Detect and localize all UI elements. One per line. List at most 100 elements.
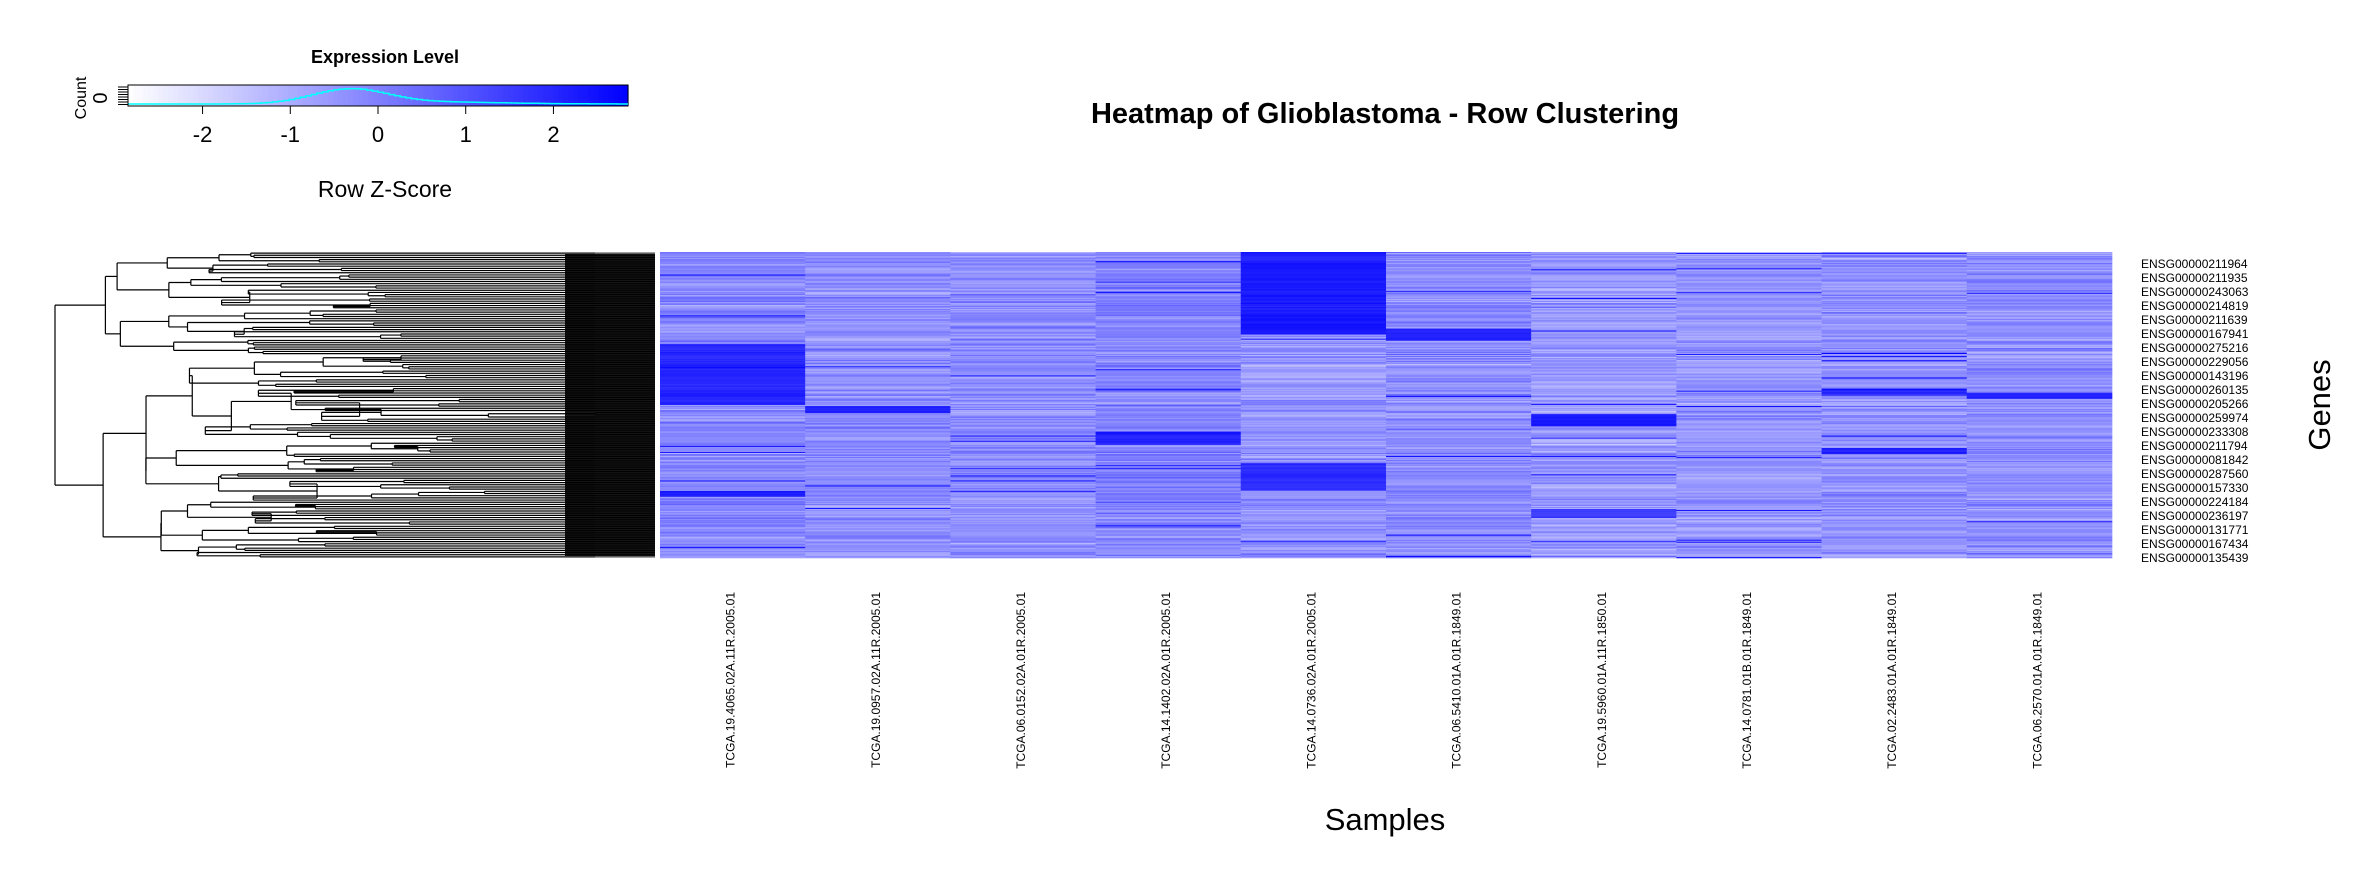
heatmap-cell bbox=[1966, 433, 2113, 435]
heatmap-cell bbox=[950, 363, 1096, 365]
heatmap-cell bbox=[660, 334, 806, 336]
heatmap-cell bbox=[660, 540, 806, 542]
color-key-swatch bbox=[598, 85, 604, 106]
heatmap-cell bbox=[660, 329, 806, 331]
heatmap-cell bbox=[1821, 431, 1968, 433]
heatmap-cell bbox=[805, 471, 951, 473]
heatmap-cell bbox=[1966, 376, 2113, 378]
heatmap-cell bbox=[950, 403, 1096, 406]
heatmap-cell bbox=[660, 419, 806, 421]
heatmap-cell bbox=[805, 447, 951, 450]
heatmap-cell bbox=[1676, 364, 1822, 366]
heatmap-cell bbox=[1240, 410, 1387, 412]
color-key-swatch bbox=[423, 85, 429, 106]
heatmap-cell bbox=[805, 347, 951, 350]
heatmap-cell bbox=[1821, 495, 1968, 498]
heatmap-cell bbox=[805, 369, 951, 371]
heatmap-cell bbox=[1821, 474, 1968, 476]
heatmap-cell bbox=[1821, 339, 1968, 342]
heatmap-cell bbox=[1966, 416, 2113, 418]
heatmap-cell bbox=[1240, 484, 1387, 486]
heatmap-cell bbox=[1676, 350, 1822, 353]
heatmap-cell bbox=[950, 401, 1096, 404]
heatmap-cell bbox=[805, 274, 951, 276]
heatmap-cell bbox=[1966, 466, 2113, 468]
heatmap-cell bbox=[1095, 448, 1242, 451]
heatmap-cell bbox=[1966, 432, 2113, 434]
color-key-swatch bbox=[518, 85, 524, 106]
heatmap-cell bbox=[1095, 376, 1242, 378]
heatmap-cell bbox=[1095, 500, 1242, 503]
heatmap-cell bbox=[1240, 309, 1387, 311]
heatmap-cell bbox=[1966, 489, 2113, 491]
heatmap-cell bbox=[1531, 380, 1677, 382]
heatmap-cell bbox=[950, 420, 1096, 422]
heatmap-cell bbox=[950, 254, 1096, 256]
heatmap-cell bbox=[1095, 304, 1242, 306]
heatmap-cell bbox=[660, 466, 806, 468]
heatmap-cell bbox=[1966, 369, 2113, 371]
heatmap-cell bbox=[1821, 483, 1968, 485]
heatmap-cell bbox=[1676, 418, 1822, 420]
heatmap-cell bbox=[1095, 362, 1242, 364]
heatmap-cell bbox=[1095, 460, 1242, 462]
heatmap-cell bbox=[1676, 417, 1822, 419]
heatmap-cell bbox=[805, 412, 951, 414]
heatmap-cell bbox=[1240, 451, 1387, 454]
heatmap-cell bbox=[805, 523, 951, 525]
heatmap-cell bbox=[1676, 440, 1822, 443]
heatmap-cell bbox=[1095, 523, 1242, 525]
heatmap-cell bbox=[1676, 413, 1822, 415]
heatmap-cell bbox=[1676, 363, 1822, 365]
heatmap-cell bbox=[1095, 267, 1242, 269]
heatmap-cell bbox=[805, 508, 951, 510]
heatmap-cell bbox=[1531, 276, 1677, 278]
heatmap-cell bbox=[805, 551, 951, 554]
heatmap-cell bbox=[660, 430, 806, 432]
heatmap-cell bbox=[950, 346, 1096, 349]
heatmap-cell bbox=[1821, 252, 1968, 254]
heatmap-cell bbox=[1240, 502, 1387, 505]
heatmap-cell bbox=[805, 466, 951, 468]
heatmap-cell bbox=[1676, 408, 1822, 410]
heatmap-cell bbox=[1676, 410, 1822, 412]
heatmap-cell bbox=[1531, 311, 1677, 313]
color-key-swatch bbox=[348, 85, 354, 106]
heatmap-cell bbox=[1095, 360, 1242, 362]
heatmap-cell bbox=[660, 532, 806, 534]
color-key-y-label: Count bbox=[73, 76, 90, 119]
heatmap-cell bbox=[805, 319, 951, 321]
dendrogram-leaves bbox=[565, 254, 655, 556]
heatmap-cell bbox=[1386, 411, 1532, 413]
heatmap-cell bbox=[1676, 357, 1822, 359]
heatmap-cell bbox=[1676, 336, 1822, 338]
heatmap-cell bbox=[950, 283, 1096, 285]
heatmap-cell bbox=[660, 548, 806, 551]
heatmap-cell bbox=[1966, 430, 2113, 432]
heatmap-cell bbox=[1531, 465, 1677, 467]
heatmap-cell bbox=[1821, 283, 1968, 285]
heatmap-cell bbox=[1966, 264, 2113, 266]
heatmap-cell bbox=[950, 272, 1096, 274]
heatmap-cell bbox=[1240, 380, 1387, 382]
heatmap-cell bbox=[1966, 396, 2113, 399]
heatmap-cell bbox=[950, 432, 1096, 434]
heatmap-cell bbox=[805, 408, 951, 410]
heatmap-cell bbox=[660, 300, 806, 303]
heatmap-cell bbox=[1676, 380, 1822, 382]
heatmap-cell bbox=[1386, 340, 1532, 343]
heatmap-cell bbox=[660, 417, 806, 419]
heatmap-cell bbox=[1821, 265, 1968, 267]
heatmap-cell bbox=[1676, 390, 1822, 393]
heatmap-cell bbox=[1531, 384, 1677, 386]
heatmap-cell bbox=[1966, 496, 2113, 499]
heatmap-cell bbox=[1240, 488, 1387, 490]
heatmap-cell bbox=[1966, 549, 2113, 552]
heatmap-cell bbox=[1386, 510, 1532, 512]
heatmap-cell bbox=[660, 510, 806, 512]
heatmap-cell bbox=[1531, 255, 1677, 257]
heatmap-cell bbox=[1386, 471, 1532, 473]
heatmap-cell bbox=[660, 416, 806, 418]
heatmap-cell bbox=[1821, 429, 1968, 431]
heatmap-cell bbox=[1676, 550, 1822, 553]
